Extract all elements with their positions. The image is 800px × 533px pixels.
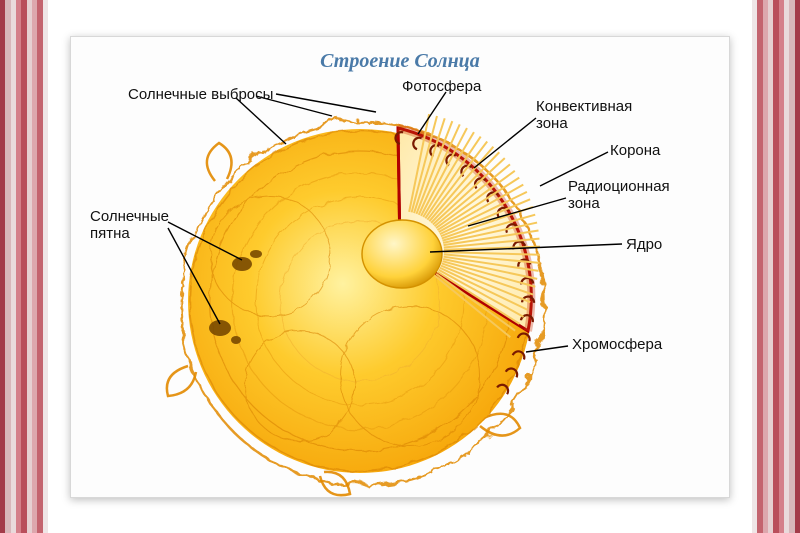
label-corona: Корона bbox=[610, 142, 660, 159]
content-area: Строение Солнца bbox=[48, 0, 752, 533]
label-core: Ядро bbox=[626, 236, 662, 253]
stripe-panel-left bbox=[0, 0, 48, 533]
diagram-frame: Строение Солнца bbox=[70, 36, 730, 498]
label-emissions: Солнечные выбросы bbox=[128, 86, 273, 103]
label-radiative: Радиоционная зона bbox=[568, 178, 670, 213]
label-photosphere: Фотосфера bbox=[402, 78, 481, 95]
label-convective: Конвективная зона bbox=[536, 98, 632, 133]
stripe-panel-right bbox=[752, 0, 800, 533]
core bbox=[362, 220, 442, 288]
label-sunspots: Солнечные пятна bbox=[90, 208, 173, 243]
label-chromosphere: Хромосфера bbox=[572, 336, 662, 353]
